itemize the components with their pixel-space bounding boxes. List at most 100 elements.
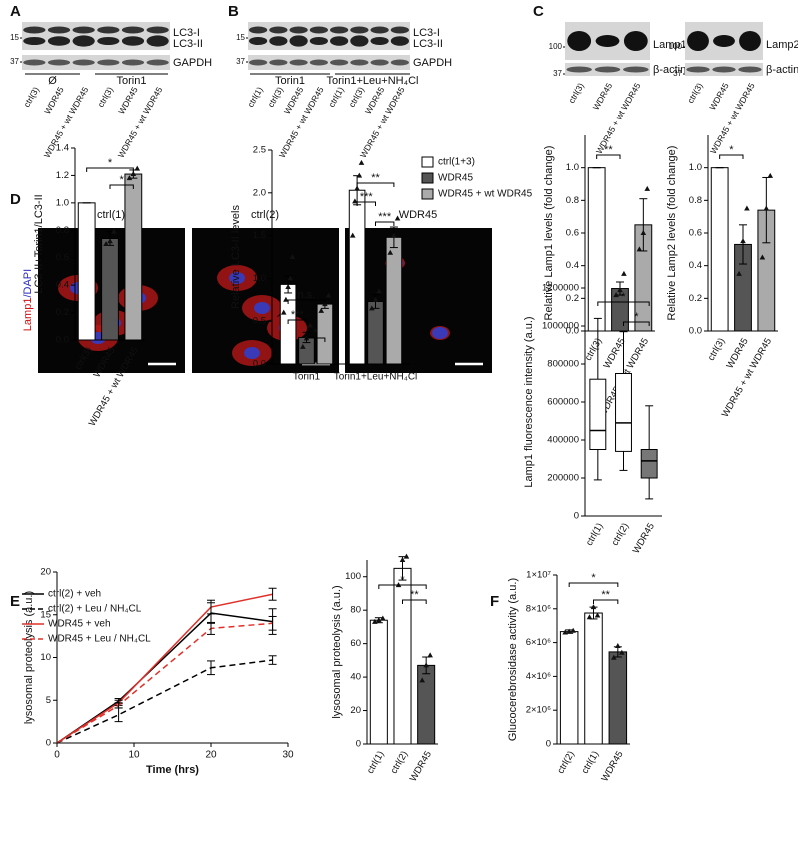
- data-point: [107, 238, 113, 244]
- legend-label: WDR45: [438, 173, 473, 184]
- bar: [385, 236, 403, 365]
- x-tick-label: 30: [282, 750, 294, 761]
- bar: [348, 189, 366, 365]
- blot-band: [623, 66, 649, 73]
- blot-band: [350, 35, 369, 47]
- significance-label: *: [621, 291, 626, 303]
- significance-label: n.s.: [298, 289, 316, 301]
- y-tick-label: 1000000: [542, 321, 579, 332]
- y-tick-label: 80: [350, 605, 361, 616]
- blot-band: [623, 31, 648, 51]
- data-point: [403, 553, 410, 559]
- significance-bracket: [596, 154, 621, 159]
- blot-band: [712, 66, 736, 73]
- y-axis-label: LC3-II+Torin1/LC3-II: [33, 194, 45, 293]
- lane-label: ctrl(3): [347, 85, 367, 109]
- blot-band: [713, 35, 735, 47]
- blot-band: [370, 26, 389, 34]
- blot-band: [97, 37, 120, 45]
- stain-blue: /DAPI: [22, 269, 34, 298]
- blot-strip: [248, 55, 410, 70]
- significance-bracket: [356, 182, 395, 187]
- x-tick-label: WDR45: [408, 749, 434, 783]
- data-point: [759, 254, 766, 260]
- y-tick-label: 100: [345, 571, 361, 582]
- y-tick-label: 1.5: [253, 230, 266, 241]
- data-point: [103, 241, 109, 246]
- blot-band: [72, 35, 95, 47]
- blot-band: [309, 37, 328, 45]
- data-point: [376, 288, 382, 294]
- group-label: Torin1: [275, 75, 305, 87]
- lane-label: WDR45: [707, 81, 731, 112]
- blot-band: [330, 26, 349, 34]
- panel-letter: D: [10, 191, 21, 208]
- significance-bracket: [597, 301, 650, 306]
- legend-label: WDR45 + Leu / NH₄CL: [48, 634, 151, 645]
- y-tick-label: 0.6: [56, 252, 69, 263]
- data-point: [354, 185, 360, 191]
- bar: [367, 301, 384, 365]
- line-series: [56, 612, 273, 744]
- group-label: Torin1+Leu+NH₄Cl: [327, 75, 419, 87]
- data-point: [767, 172, 774, 178]
- significance-bracket: [375, 221, 395, 226]
- significance-label: *: [120, 174, 125, 186]
- blot-band: [47, 59, 71, 66]
- x-tick-label: WDR45: [599, 749, 625, 783]
- line-series: [56, 622, 273, 744]
- lane-label: ctrl(1): [326, 85, 346, 109]
- bar: [587, 167, 606, 332]
- data-point: [352, 198, 358, 204]
- band-label: GAPDH: [413, 57, 452, 69]
- blot-marker: 37: [553, 69, 562, 78]
- blot-band: [23, 37, 46, 45]
- significance-label: **: [371, 172, 380, 184]
- y-tick-label: 1.0: [566, 162, 579, 173]
- micrograph: [345, 228, 492, 373]
- data-point: [358, 159, 365, 165]
- lane-label: ctrl(3): [95, 85, 115, 109]
- x-tick-label: ctrl(1): [365, 749, 387, 776]
- data-point: [325, 292, 332, 298]
- y-tick-label: 6×10⁶: [526, 637, 551, 648]
- data-point: [372, 296, 379, 302]
- band-label: β-actin: [653, 64, 686, 76]
- data-point: [566, 628, 572, 634]
- data-point: [356, 172, 363, 178]
- blot-band: [350, 26, 369, 34]
- data-point: [586, 614, 593, 620]
- bar: [316, 303, 334, 365]
- blot-band: [595, 35, 620, 47]
- y-tick-label: 0.0: [253, 359, 266, 370]
- x-tick-label: ctrl(2): [555, 749, 577, 776]
- blot-band: [146, 59, 169, 66]
- y-tick-label: 4×10⁶: [526, 671, 551, 682]
- data-point: [744, 205, 750, 211]
- band-label: LC3-II: [173, 38, 203, 50]
- y-tick-label: 8×10⁶: [526, 603, 551, 614]
- legend-swatch: [421, 188, 434, 200]
- y-tick-label: 0.0: [56, 335, 69, 346]
- blot-band: [23, 59, 46, 66]
- blot-marker: 15: [236, 33, 245, 42]
- group-label: Torin1: [117, 75, 147, 87]
- blot-strip: [248, 22, 410, 50]
- blot-marker: 100: [549, 42, 563, 51]
- y-tick-label: 10: [40, 652, 51, 663]
- blot-band: [738, 66, 762, 73]
- bar: [124, 173, 143, 341]
- y-tick-label: 1.0: [56, 197, 69, 208]
- blot-strip: [22, 55, 170, 70]
- significance-label: **: [601, 589, 610, 601]
- y-tick-label: 0.2: [56, 307, 69, 318]
- y-tick-label: 20: [350, 705, 361, 716]
- y-tick-label: 0.4: [566, 260, 579, 271]
- y-tick-label: 0: [574, 511, 579, 522]
- y-axis-label: Relative Lamp1 levels (fold change): [543, 146, 555, 321]
- blot-band: [146, 35, 169, 47]
- y-tick-label: 0: [356, 739, 361, 750]
- panel-letter: B: [228, 3, 239, 20]
- data-point: [134, 165, 141, 171]
- significance-label: *: [108, 157, 113, 169]
